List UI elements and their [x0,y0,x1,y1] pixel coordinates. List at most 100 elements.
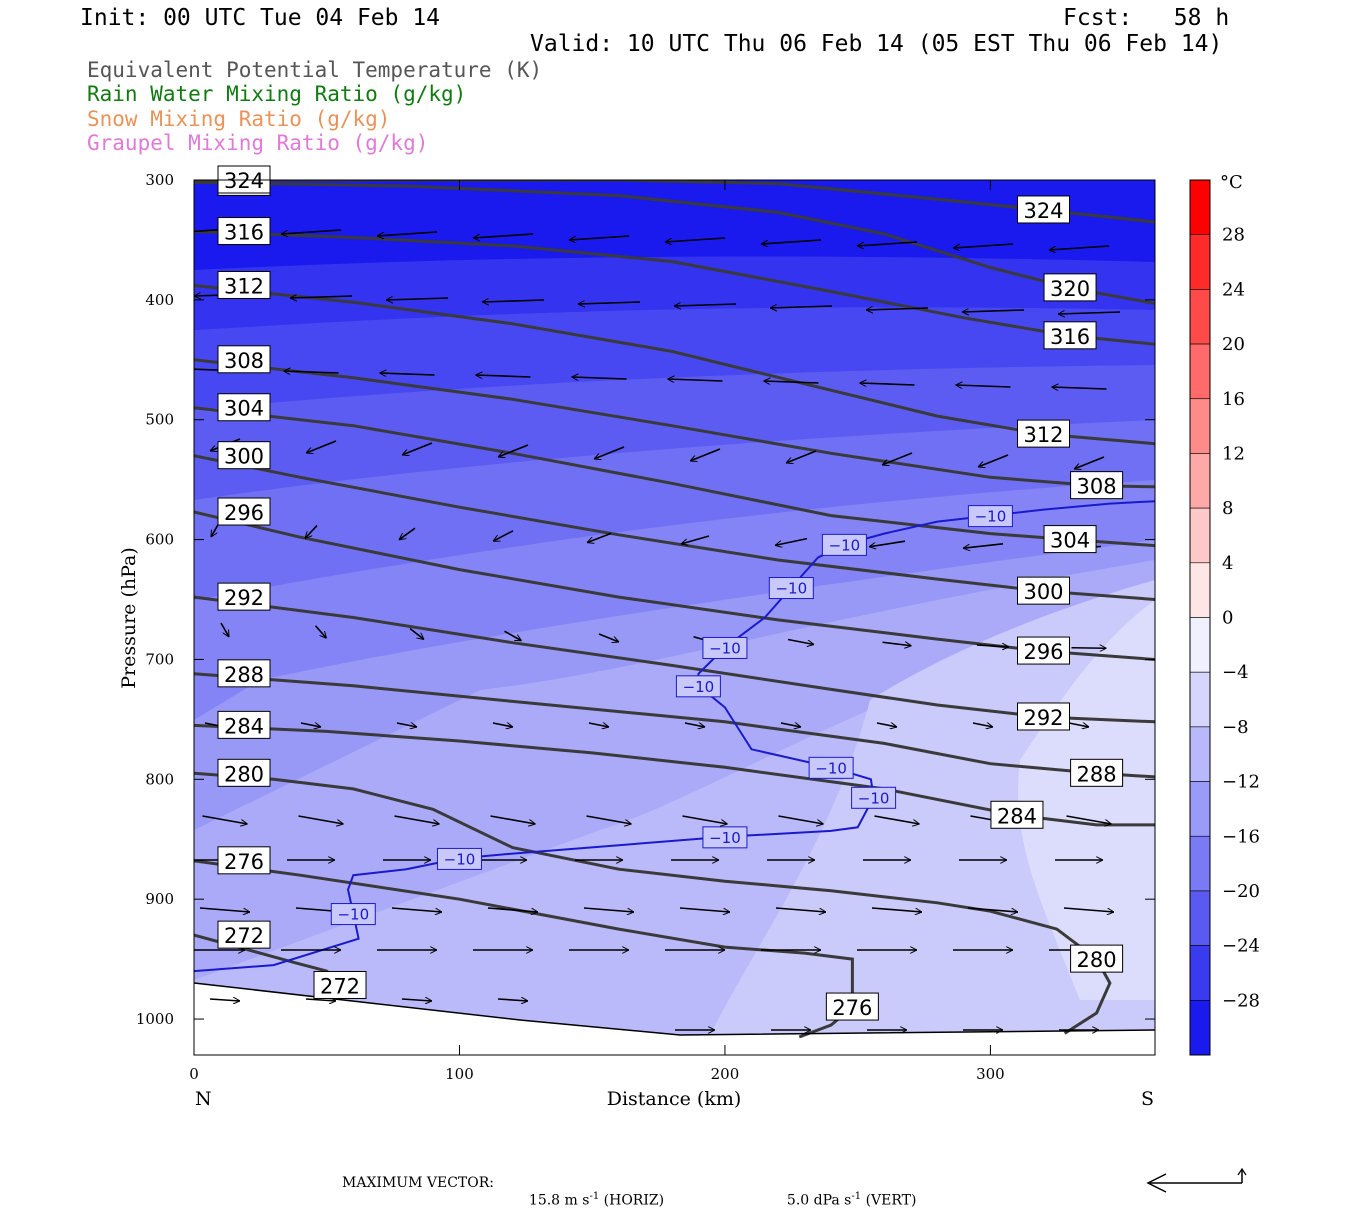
y-tick-label: 900 [145,890,174,908]
contour-label-box [217,393,271,422]
isotherm-label: −10 [337,906,369,924]
contour-label-box [217,710,271,739]
colorbar-segment [1189,726,1211,782]
theta-e-label-316: 316 [1050,325,1090,349]
isotherm-label-box [702,826,748,849]
contour-label-box [217,659,271,688]
contour-label-box [1017,419,1071,448]
y-tick-label: 300 [145,171,174,189]
contour-label-box [217,270,271,299]
wind-vector-arrow [857,241,918,246]
colorbar-segment [1189,562,1211,618]
wind-vector-arrow [473,233,534,238]
colorbar-tick-label: −28 [1222,990,1260,1011]
y-tick-label: 400 [145,291,174,309]
wind-vector-arrow [594,446,625,459]
wind-vector-arrow [588,723,609,727]
wind-vector-arrow [967,907,1018,912]
contour-label-box [1017,576,1071,605]
colorbar-frame [1189,179,1211,1056]
wind-vector-arrow [377,231,438,236]
colorbar-tick-label: 16 [1222,389,1245,410]
wind-vector-arrow [786,450,817,463]
wind-vector-arrow [497,999,528,1001]
contour-label-box [825,992,879,1021]
max-vector-label: MAXIMUM VECTOR: [342,1175,494,1191]
wind-vector-arrow [598,633,619,642]
colorbar-segment [1189,343,1211,400]
wind-vector-arrow [775,537,808,546]
wind-vector-arrow [401,999,432,1001]
max-vector-horiz: 15.8 m s-1 (HORIZ) [520,1175,664,1209]
wind-vector-arrow [569,235,630,240]
theta-e-label-304: 304 [224,397,264,421]
isotherm-label-box [768,577,814,600]
max-vector-vert-unit: (VERT) [865,1192,917,1209]
max-vector-vert: 5.0 dPa s-1 (VERT) [778,1175,917,1209]
wind-vector-arrow [409,627,424,640]
max-vector-vert-value: 5.0 dPa s [786,1192,852,1209]
contour-label-box [1017,702,1071,731]
isotherm-label: −10 [858,789,890,807]
legend-rain-water: Rain Water Mixing Ratio (g/kg) [87,82,467,106]
wind-vector-arrow [394,815,440,824]
theta-e-label-324: 324 [224,169,264,193]
colorbar-tick-label: 24 [1222,279,1245,300]
wind-vector-arrow [869,540,906,547]
wind-vector-arrow [684,723,705,727]
colorbar-segment [1189,507,1211,564]
wind-vector-arrow [770,306,833,308]
colorbar-tick-label: −4 [1222,662,1249,683]
wind-vector-arrow [866,308,929,310]
wind-vector-arrow [674,304,737,306]
wind-vector-arrow [492,723,513,727]
wind-vector-arrow [871,907,922,912]
wind-vector-arrow [587,532,612,542]
wind-vector-arrow [679,907,730,912]
colorbar-segment [1189,671,1211,728]
theta-e-label-272: 272 [224,924,264,948]
colorbar-segment [1189,1000,1211,1056]
wind-vector-arrow [399,527,416,541]
wind-vector-arrow [305,999,336,1001]
y-axis-title: Pressure (hPa) [118,547,140,689]
colorbar-tick-label: 8 [1222,498,1233,519]
theta-e-label-312: 312 [224,274,264,298]
colorbar-segment [1189,835,1211,892]
wind-vector-arrow [284,371,339,373]
colorbar-tick-label: 20 [1222,334,1245,355]
max-vector-horiz-unit: (HORIZ) [603,1192,665,1209]
colorbar-tick-label: 0 [1222,608,1233,629]
theta-e-label-280: 280 [224,762,264,786]
wind-vector-arrow [402,442,433,455]
isotherm-label-box [702,636,748,659]
wind-vector-arrow [1052,387,1107,389]
x-axis-title: Distance (km) [607,1088,742,1110]
init-label: Init: 00 UTC Tue 04 Feb 14 [80,5,441,31]
wind-vector-arrow [572,377,627,379]
horiz-exponent: -1 [589,1191,600,1202]
colorbar-segment [1189,234,1211,290]
y-tick-label: 800 [145,770,174,788]
colorbar-segment [1189,781,1211,837]
colorbar-tick-label: −16 [1222,826,1260,847]
contour-label-box [313,970,367,999]
colorbar-segment [1189,945,1211,1001]
wind-vector-arrow [202,815,248,824]
theta-e-label-292: 292 [1023,706,1063,730]
legend-snow: Snow Mixing Ratio (g/kg) [87,107,391,131]
legend-theta-e: Equivalent Potential Temperature (K) [87,58,543,82]
contour-label-box [1043,273,1097,302]
contour-label-box [1043,321,1097,350]
max-vector-horiz-value: 15.8 m s [528,1192,590,1209]
theta-e-label-296: 296 [1023,640,1063,664]
wind-vector-arrow [300,723,321,727]
wind-vector-arrow [1066,815,1112,824]
isotherm-label-box [330,903,376,926]
wind-vector-arrow [498,444,529,457]
colorbar-tick-label: −20 [1222,881,1260,902]
vert-exponent: -1 [851,1191,862,1202]
isotherm-label: −10 [709,829,741,847]
theta-e-contour-280 [194,771,1112,1035]
valid-time-label: Valid: 10 UTC Thu 06 Feb 14 (05 EST Thu … [530,31,1223,57]
